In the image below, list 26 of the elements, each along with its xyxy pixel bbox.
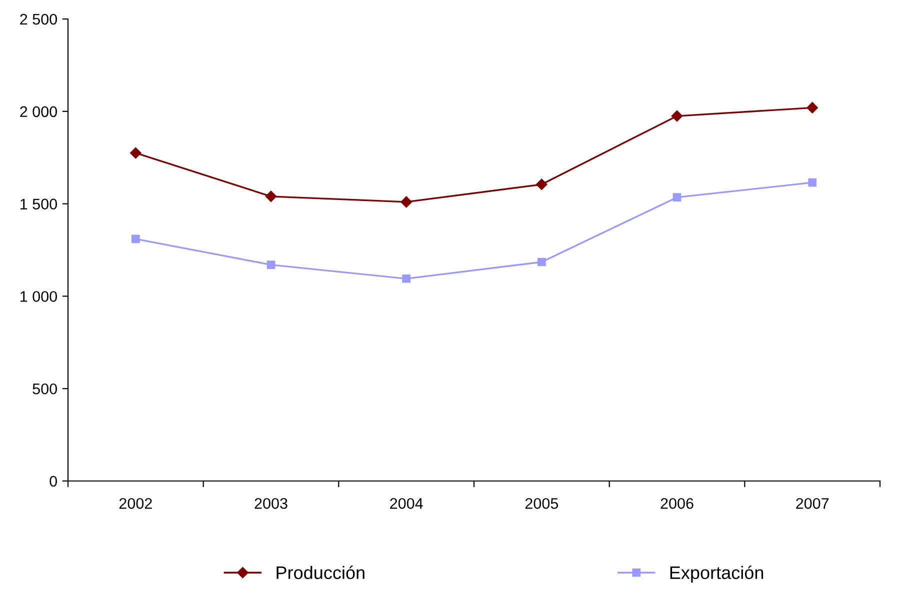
x-tick-label: 2005 — [525, 498, 558, 509]
legend-label: Exportación — [670, 566, 764, 583]
x-tick-label: 2004 — [390, 498, 423, 509]
point — [672, 193, 682, 202]
y-tick-label: 500 — [32, 383, 57, 394]
point — [806, 102, 818, 114]
point — [402, 274, 410, 283]
legend-label: Producción — [276, 566, 364, 580]
point — [266, 260, 276, 269]
point — [671, 110, 683, 122]
x-tick-label: 2003 — [254, 498, 288, 509]
y-tick-label: 0 — [50, 476, 57, 487]
point — [538, 258, 546, 266]
y-tick-label: 2 000 — [20, 106, 57, 118]
point — [130, 147, 142, 159]
y-tick-label: 1 000 — [20, 291, 57, 302]
x-tick-label: 2006 — [660, 498, 694, 509]
x-tick-label: 2007 — [796, 498, 829, 509]
point — [132, 234, 140, 244]
point — [265, 190, 277, 202]
point — [808, 178, 816, 187]
point — [536, 178, 548, 190]
x-tick-label: 2002 — [119, 498, 152, 509]
point — [400, 196, 412, 208]
y-tick-label: 2 500 — [20, 14, 57, 25]
y-tick-label: 1 500 — [20, 198, 57, 210]
